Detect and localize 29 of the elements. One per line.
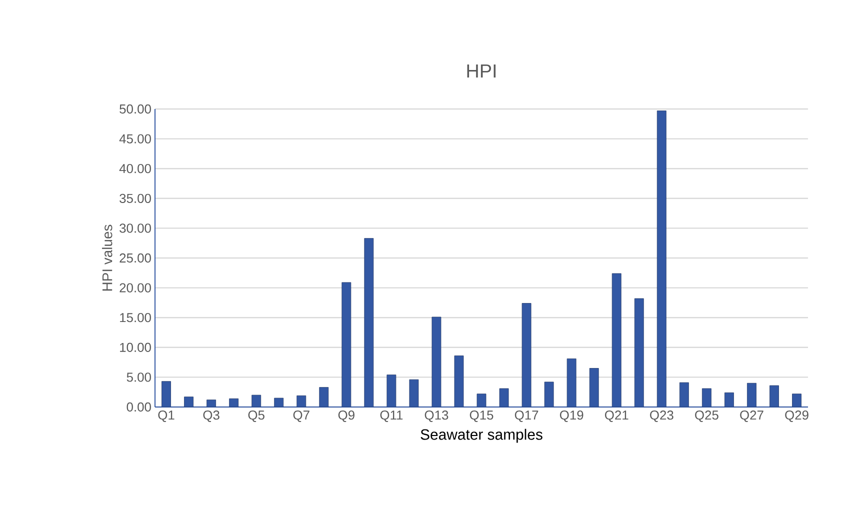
y-tick-label: 15.00 — [120, 313, 151, 322]
x-tick-label: Q27 — [740, 410, 764, 422]
y-tick-label: 35.00 — [120, 194, 151, 203]
x-tick-label: Q9 — [338, 410, 354, 422]
x-tick-label: Q5 — [248, 410, 264, 422]
y-tick-label: 30.00 — [120, 224, 151, 233]
y-tick-label: 45.00 — [119, 134, 151, 144]
y-tick-label: 0.00 — [126, 402, 151, 412]
y-tick-label: 5.00 — [126, 372, 151, 382]
x-tick-label: Q21 — [604, 410, 628, 422]
x-tick-label: Q17 — [514, 410, 538, 422]
x-tick-label: Q3 — [203, 410, 220, 422]
y-axis-title: HPI values — [102, 224, 112, 291]
x-tick-label: Q23 — [650, 410, 674, 422]
chart-title: HPI — [467, 64, 496, 78]
x-tick-label: Q29 — [785, 410, 808, 422]
y-tick-label: 50.00 — [120, 104, 151, 114]
x-axis-title: Seawater samples — [420, 428, 542, 443]
x-tick-label: Q11 — [380, 410, 403, 422]
y-tick-label: 25.00 — [120, 253, 151, 263]
x-tick-label: Q13 — [424, 410, 448, 422]
x-tick-label: Q15 — [470, 410, 494, 422]
x-tick-label: Q25 — [695, 410, 718, 422]
y-tick-label: 10.00 — [120, 342, 151, 352]
y-tick-label: 20.00 — [120, 283, 151, 292]
x-tick-label: Q7 — [293, 410, 310, 422]
y-tick-label: 40.00 — [119, 164, 151, 174]
x-tick-label: Q1 — [158, 410, 174, 422]
x-tick-label: Q19 — [560, 410, 584, 422]
